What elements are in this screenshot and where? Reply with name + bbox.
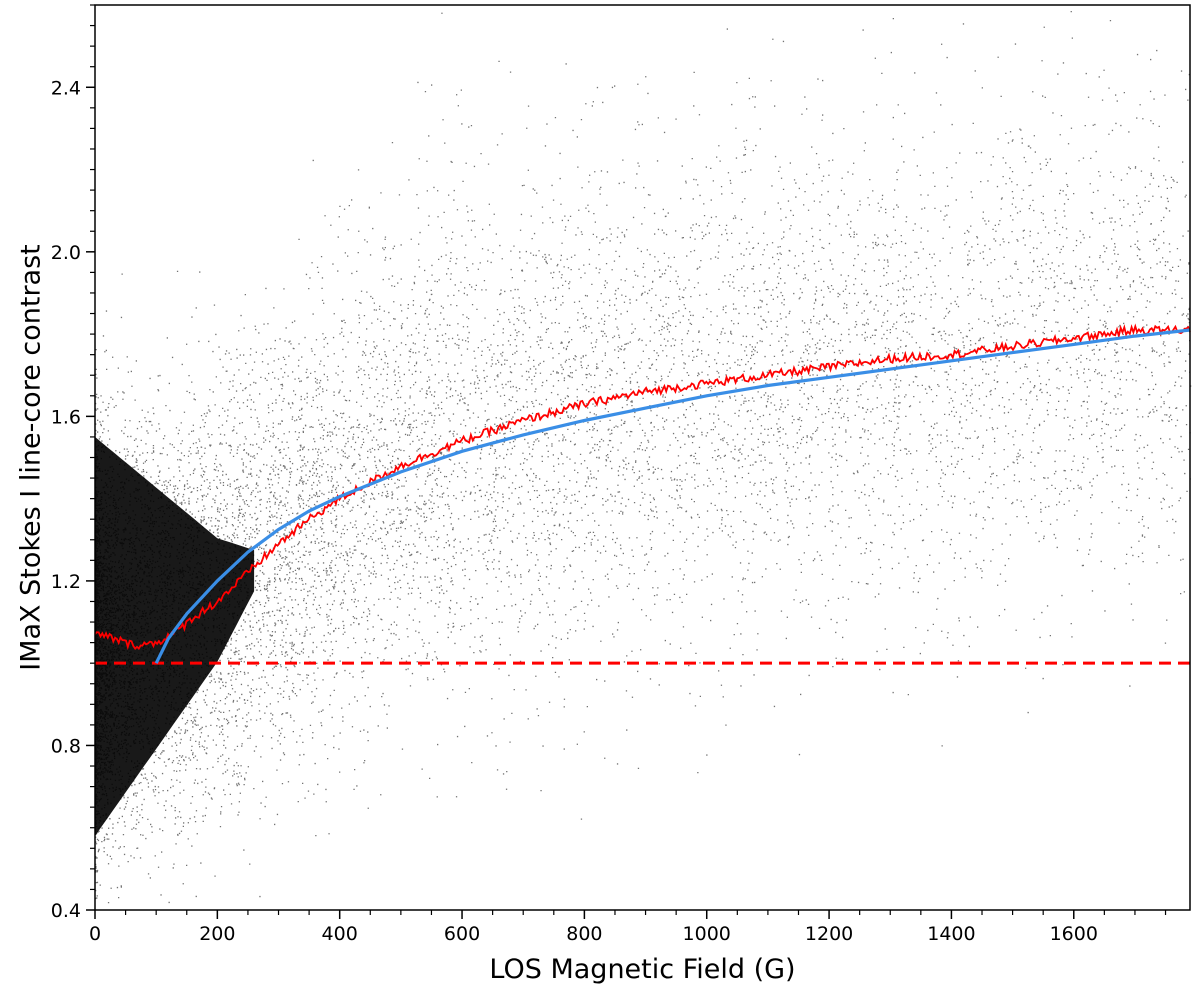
scatter-cloud <box>95 11 1192 904</box>
y-tick-label: 1.6 <box>51 406 81 428</box>
x-axis: 0 200 400 600 800 1000 1200 1400 1600 <box>89 910 1167 945</box>
y-axis: 0.4 0.8 1.2 1.6 2.0 2.4 <box>51 4 95 922</box>
line-layer <box>94 323 1191 665</box>
x-tick-label: 600 <box>444 923 480 945</box>
binned-mean-line <box>94 323 1191 651</box>
x-tick-label: 1000 <box>683 923 731 945</box>
x-axis-label: LOS Magnetic Field (G) <box>489 954 795 985</box>
scatter-core <box>95 436 255 836</box>
plot-frame <box>94 4 1191 911</box>
x-tick-label: 800 <box>566 923 602 945</box>
x-tick-label: 400 <box>322 923 358 945</box>
y-tick-label: 2.0 <box>51 242 81 264</box>
x-tick-label: 1200 <box>805 923 853 945</box>
scatter-points <box>95 11 1192 904</box>
x-tick-label: 200 <box>199 923 235 945</box>
y-tick-label: 1.2 <box>51 571 81 593</box>
x-tick-label: 1600 <box>1050 923 1098 945</box>
y-tick-label: 0.8 <box>51 735 81 757</box>
y-tick-label: 2.4 <box>51 77 81 99</box>
y-tick-label: 0.4 <box>51 900 81 922</box>
x-tick-label: 1400 <box>927 923 975 945</box>
fit-line <box>154 328 1191 664</box>
y-axis-label: IMaX Stokes I line-core contrast <box>15 244 46 671</box>
x-tick-label: 0 <box>89 923 101 945</box>
